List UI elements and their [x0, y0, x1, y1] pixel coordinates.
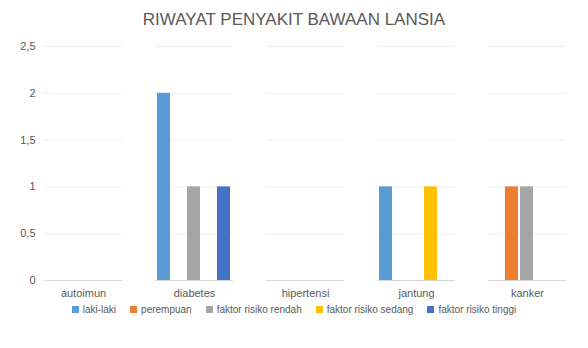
svg-text:2: 2 [29, 87, 35, 99]
svg-text:0: 0 [29, 274, 35, 286]
html-text:faktor risiko tinggi: faktor risiko tinggi [438, 304, 517, 315]
html-text:faktor risiko rendah: faktor risiko rendah [216, 304, 302, 315]
html-text:perempuan: perempuan [141, 304, 192, 315]
svg-text:diabetes: diabetes [174, 287, 216, 299]
svg-text:jantung: jantung [397, 287, 434, 299]
html-text:faktor risiko sedang: faktor risiko sedang [326, 304, 414, 315]
html-text:RIWAYAT PENYAKIT BAWAAN LANSIA: RIWAYAT PENYAKIT BAWAAN LANSIA [142, 10, 446, 29]
svg-text:1: 1 [29, 180, 35, 192]
html-text:laki-laki: laki-laki [82, 304, 117, 315]
svg-text:2,5: 2,5 [20, 40, 35, 52]
svg-text:kanker: kanker [511, 287, 544, 299]
svg-text:1,5: 1,5 [20, 134, 35, 146]
svg-text:0,5: 0,5 [20, 227, 35, 239]
svg-text:hipertensi: hipertensi [282, 287, 330, 299]
svg-text:autoimun: autoimun [61, 287, 106, 299]
